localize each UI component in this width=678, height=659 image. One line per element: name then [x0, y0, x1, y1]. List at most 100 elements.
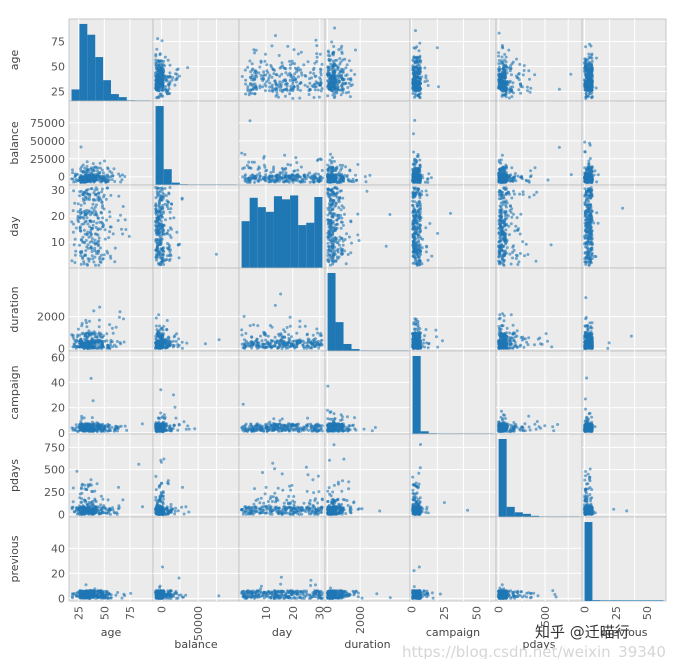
scatter-point [498, 204, 502, 208]
scatter-point [415, 214, 419, 218]
scatter-point [84, 213, 88, 217]
scatter-point [339, 208, 343, 212]
scatter-point [170, 78, 174, 82]
scatter-point [308, 88, 312, 92]
scatter-point [335, 218, 339, 222]
scatter-point [82, 260, 86, 264]
scatter-point [354, 48, 357, 52]
scatter-point [289, 84, 293, 88]
scatter-point [160, 252, 164, 256]
scatter-point [168, 216, 172, 220]
scatter-point [98, 220, 102, 224]
scatter-point [83, 232, 87, 236]
scatter-point [154, 71, 158, 75]
scatter-point [71, 209, 75, 213]
scatter-point [522, 64, 526, 68]
scatter-point [119, 213, 122, 217]
scatter-point [315, 55, 319, 59]
scatter-point [521, 190, 525, 194]
scatter-point [417, 49, 421, 53]
scatter-point [330, 160, 334, 163]
scatter-point [298, 96, 302, 100]
scatter-point [590, 56, 594, 60]
scatter-point [84, 254, 88, 257]
scatter-point [84, 196, 88, 200]
scatter-point [327, 249, 331, 252]
scatter-point [521, 240, 525, 244]
scatter-point [313, 61, 317, 65]
scatter-point [330, 40, 334, 44]
scatter-point [533, 166, 537, 170]
panel-day-vs-duration [324, 184, 411, 269]
scatter-point [278, 74, 282, 78]
scatter-point [326, 94, 330, 98]
scatter-point [314, 176, 318, 180]
scatter-point [90, 237, 94, 241]
scatter-point [154, 202, 158, 206]
scatter-point [85, 168, 89, 172]
scatter-point [103, 159, 106, 163]
scatter-point [425, 178, 429, 181]
scatter-point [513, 172, 517, 175]
scatter-point [584, 45, 588, 49]
scatter-point [267, 89, 271, 93]
scatter-point [78, 243, 81, 247]
scatter-point [329, 152, 332, 156]
scatter-point [277, 54, 281, 57]
scatter-point [336, 82, 340, 86]
scatter-point [284, 174, 288, 178]
scatter-point [509, 222, 513, 226]
scatter-point [334, 236, 338, 240]
scatter-point [283, 153, 287, 157]
panel-day-vs-age [68, 184, 154, 269]
scatter-point [88, 319, 91, 323]
scatter-point [497, 255, 501, 259]
scatter-point [341, 196, 345, 200]
scatter-point [499, 75, 503, 79]
scatter-point [319, 67, 322, 71]
scatter-point [508, 233, 511, 237]
scatter-point [161, 232, 165, 236]
scatter-point [78, 190, 82, 194]
scatter-point [327, 66, 330, 70]
scatter-point [413, 234, 417, 238]
scatter-point [308, 71, 312, 75]
scatter-point [330, 254, 334, 258]
scatter-point [267, 76, 271, 80]
scatter-point [590, 69, 594, 73]
scatter-point [285, 87, 288, 91]
scatter-point [449, 211, 452, 215]
scatter-point [340, 237, 344, 240]
scatter-point [246, 180, 249, 184]
scatter-point [320, 176, 324, 180]
scatter-point [314, 74, 318, 78]
scatter-point [344, 91, 348, 95]
scatter-point [340, 216, 344, 220]
scatter-point [99, 227, 102, 231]
scatter-point [265, 80, 269, 84]
scatter-point [584, 91, 588, 95]
scatter-point [168, 252, 172, 256]
scatter-point [283, 66, 287, 70]
scatter-point [294, 77, 298, 81]
scatter-point [81, 215, 85, 219]
scatter-point [595, 56, 598, 60]
scatter-point [497, 65, 501, 69]
scatter-point [589, 78, 593, 82]
scatter-point [293, 169, 297, 173]
scatter-point [270, 85, 274, 89]
scatter-point [268, 85, 272, 89]
scatter-point [288, 59, 292, 63]
scatter-point [83, 201, 86, 205]
scatter-point [509, 64, 513, 68]
scatter-point [93, 193, 97, 197]
scatter-point [295, 175, 299, 179]
scatter-point [72, 180, 76, 184]
scatter-point [81, 197, 85, 201]
scatter-point [82, 228, 86, 232]
scatter-point [282, 88, 286, 92]
scatter-point [331, 88, 335, 92]
panel-background [409, 18, 497, 102]
scatter-point [159, 219, 163, 223]
panel-balance-vs-day [238, 100, 326, 186]
